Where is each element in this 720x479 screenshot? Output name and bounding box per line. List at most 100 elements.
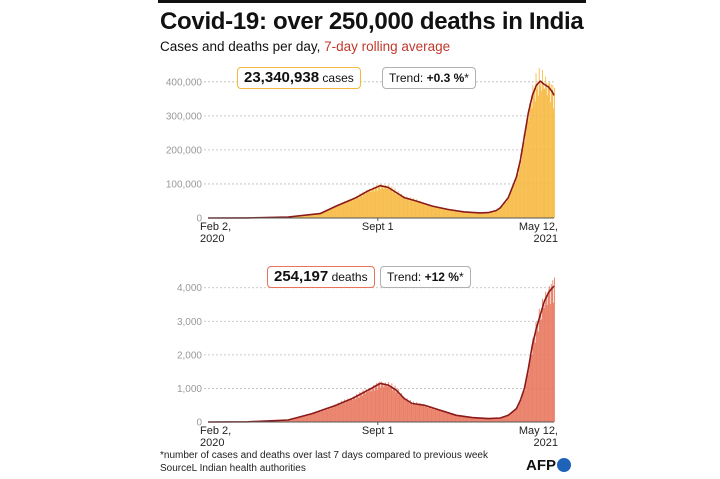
deaths-bar [311,414,313,422]
deaths-bar [412,405,414,422]
cases-bar [356,195,358,218]
cases-bar [318,213,320,218]
deaths-bar [410,403,412,422]
cases-bar [376,185,378,218]
deaths-bar [513,409,515,422]
deaths-bar [545,291,547,422]
cases-bar [453,210,455,218]
cases-bar [307,214,309,218]
cases-bar [551,90,553,218]
cases-xtick-label-line: Sept 1 [362,221,394,233]
deaths-bar [419,403,421,422]
cases-bar [303,215,305,218]
deaths-bar [284,420,286,422]
cases-bar [545,83,547,218]
afp-logo: AFP [526,457,571,474]
deaths-bar [370,391,372,422]
deaths-bar [467,417,469,422]
deaths-bar [347,398,349,422]
deaths-bar [323,411,325,422]
cases-bar [445,209,447,218]
cases-bar [447,209,449,218]
deaths-bar [341,404,343,422]
deaths-bar [336,405,338,422]
deaths-bar [527,374,529,422]
cases-bar [493,211,495,218]
deaths-bar [346,401,348,422]
cases-bar [538,68,540,218]
deaths-bar [544,304,546,422]
cases-bar [495,210,497,218]
cases-bar [440,208,442,218]
deaths-bar [488,418,490,422]
cases-bar [525,133,527,218]
cases-bar [313,214,315,218]
cases-bar [553,108,555,218]
deaths-bar [512,412,514,422]
deaths-bar [482,418,484,422]
subtitle-main: Cases and deaths per day, [160,39,325,54]
deaths-bar [441,409,443,422]
deaths-bar [485,418,487,422]
deaths-bar [443,411,445,422]
deaths-bar [542,307,544,422]
deaths-ytick-label: 1,000 [177,384,202,395]
deaths-bar [373,390,375,422]
cases-bar [480,212,482,218]
cases-trend-label: Trend: [389,71,427,85]
cases-bar [397,193,398,218]
deaths-bar [398,395,400,422]
deaths-bar [390,387,392,422]
deaths-bar [446,412,448,422]
cases-bar [505,202,507,218]
cases-bar [544,88,546,218]
cases-bar [382,185,384,218]
deaths-bar [534,342,536,422]
cases-bar [312,214,314,218]
cases-bar [419,200,421,218]
deaths-bar [437,410,438,422]
deaths-bar [522,393,524,422]
deaths-bar [355,399,357,422]
cases-bar [336,206,338,218]
cases-bar [521,160,523,218]
deaths-bar [330,407,332,422]
cases-bar [322,211,324,218]
cases-bar [523,133,525,218]
deaths-bar [432,407,434,422]
cases-bar [469,211,471,218]
deaths-bar [321,410,323,422]
afp-logo-text: AFP [526,457,556,474]
deaths-bar [551,287,553,422]
cases-bar [397,191,399,218]
deaths-bar [290,419,292,422]
deaths-bar [352,396,354,422]
cases-bar [327,210,329,218]
cases-bar [324,211,326,218]
deaths-bar [306,415,308,422]
deaths-bar [484,418,486,422]
deaths-bar [300,416,302,422]
cases-ytick-label: 200,000 [166,145,203,156]
cases-bar [490,212,492,218]
deaths-bar [505,416,507,422]
deaths-bar [344,402,346,422]
deaths-bar [332,407,334,422]
deaths-bar [440,410,442,422]
cases-bar [350,199,352,218]
cases-bar [369,188,371,218]
deaths-bar [380,387,382,422]
deaths-bar [411,402,413,422]
cases-bar [441,207,442,218]
deaths-bar [331,406,333,422]
deaths-bar [433,409,435,422]
cases-bar [471,212,473,218]
deaths-bar [465,417,467,422]
cases-bar [504,202,506,218]
cases-bar [534,101,536,218]
deaths-bar [297,417,299,422]
cases-bar [501,204,503,218]
cases-rolling-average-line [207,80,555,219]
cases-bar [405,198,406,218]
cases-bar [437,206,439,218]
